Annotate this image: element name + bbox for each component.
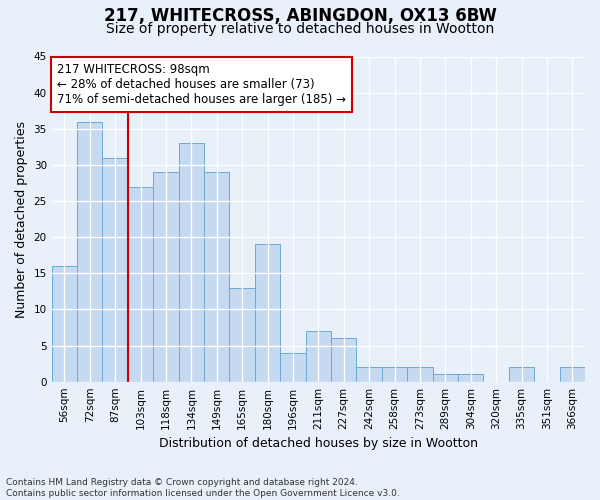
- Bar: [280, 353, 305, 382]
- Bar: [560, 367, 585, 382]
- Bar: [255, 244, 280, 382]
- Bar: [356, 367, 382, 382]
- Bar: [331, 338, 356, 382]
- Bar: [179, 143, 204, 382]
- X-axis label: Distribution of detached houses by size in Wootton: Distribution of detached houses by size …: [159, 437, 478, 450]
- Text: Size of property relative to detached houses in Wootton: Size of property relative to detached ho…: [106, 22, 494, 36]
- Bar: [204, 172, 229, 382]
- Text: Contains HM Land Registry data © Crown copyright and database right 2024.
Contai: Contains HM Land Registry data © Crown c…: [6, 478, 400, 498]
- Bar: [52, 266, 77, 382]
- Text: 217, WHITECROSS, ABINGDON, OX13 6BW: 217, WHITECROSS, ABINGDON, OX13 6BW: [104, 8, 496, 26]
- Bar: [509, 367, 534, 382]
- Bar: [128, 186, 153, 382]
- Bar: [433, 374, 458, 382]
- Y-axis label: Number of detached properties: Number of detached properties: [15, 120, 28, 318]
- Bar: [103, 158, 128, 382]
- Bar: [229, 288, 255, 382]
- Bar: [458, 374, 484, 382]
- Bar: [407, 367, 433, 382]
- Bar: [382, 367, 407, 382]
- Bar: [153, 172, 179, 382]
- Text: 217 WHITECROSS: 98sqm
← 28% of detached houses are smaller (73)
71% of semi-deta: 217 WHITECROSS: 98sqm ← 28% of detached …: [57, 63, 346, 106]
- Bar: [305, 331, 331, 382]
- Bar: [77, 122, 103, 382]
